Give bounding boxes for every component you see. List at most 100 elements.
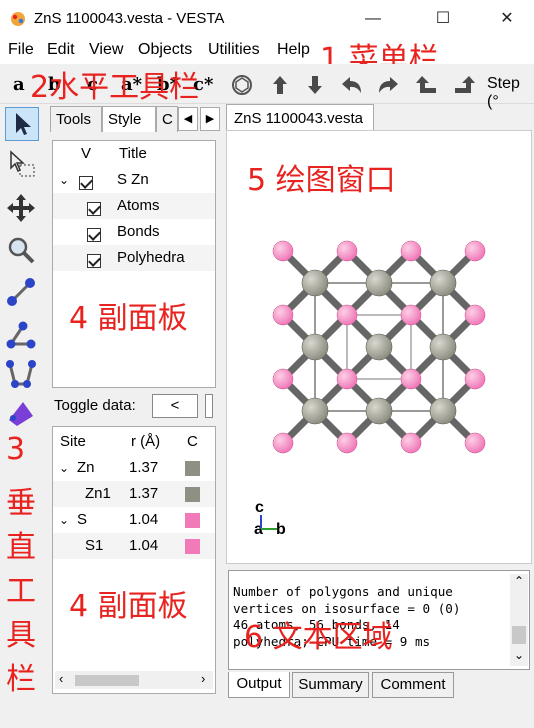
rotate-right-icon[interactable] xyxy=(375,73,401,97)
zn-atom[interactable] xyxy=(429,397,457,425)
tab-scroll-right-icon[interactable]: ▶ xyxy=(200,107,220,131)
lattice-plane-tool-button[interactable] xyxy=(5,396,39,430)
table-row-zn[interactable]: ⌄ Zn 1.37 xyxy=(53,455,215,481)
view-along-b-button[interactable]: b xyxy=(48,74,61,95)
site-table-horizontal-scrollbar[interactable]: ‹ › xyxy=(55,671,213,689)
tree-row-polyhedra[interactable]: Polyhedra xyxy=(53,245,215,271)
scroll-up-icon[interactable]: ⌃ xyxy=(514,574,525,588)
view-along-b-star-button[interactable]: b* xyxy=(157,74,179,95)
tab-tools[interactable]: Tools xyxy=(50,106,102,132)
view-along-c-star-button[interactable]: c* xyxy=(193,74,214,95)
tab-output[interactable]: Output xyxy=(228,672,290,698)
output-scrollbar[interactable]: ⌃ ⌄ xyxy=(510,574,528,666)
zn-atom[interactable] xyxy=(365,397,393,425)
menu-view[interactable]: View xyxy=(89,41,124,58)
rotate-left-icon[interactable] xyxy=(339,73,365,97)
visible-checkbox-atoms[interactable] xyxy=(87,202,101,216)
visible-checkbox-root[interactable] xyxy=(79,176,93,190)
s-atom[interactable] xyxy=(400,432,422,454)
tab-comment[interactable]: Comment xyxy=(372,672,454,698)
tab-c[interactable]: C xyxy=(156,106,178,132)
s-atom[interactable] xyxy=(400,368,422,390)
s-atom[interactable] xyxy=(400,304,422,326)
view-along-a-button[interactable]: a xyxy=(13,74,25,95)
visible-checkbox-bonds[interactable] xyxy=(87,228,101,242)
site-color-swatch-s[interactable] xyxy=(185,513,200,528)
close-button[interactable]: ✕ xyxy=(500,10,514,27)
visible-checkbox-polyhedra[interactable] xyxy=(87,254,101,268)
s-atom[interactable] xyxy=(464,368,486,390)
select-tool-button[interactable] xyxy=(5,107,39,141)
tree-row-root[interactable]: ⌄ S Zn xyxy=(53,167,215,193)
distance-tool-button[interactable] xyxy=(5,276,39,310)
zn-atom[interactable] xyxy=(365,269,393,297)
unit-cell-inner xyxy=(346,314,412,380)
rotate-up-icon[interactable] xyxy=(267,73,293,97)
site-color-swatch-zn[interactable] xyxy=(185,461,200,476)
drawing-canvas[interactable]: 5 绘图窗口 c a b xyxy=(226,130,532,564)
output-scrollbar-thumb[interactable] xyxy=(512,626,526,644)
dihedral-tool-button[interactable] xyxy=(5,358,39,392)
minimize-button[interactable]: — xyxy=(365,10,381,27)
s-atom[interactable] xyxy=(336,368,358,390)
lattice-plane-icon xyxy=(9,402,33,426)
scroll-left-icon[interactable]: ‹ xyxy=(59,671,64,686)
rotate-cw-icon[interactable] xyxy=(451,73,477,97)
collapse-chevron-icon[interactable]: ⌄ xyxy=(59,461,70,475)
zn-atom[interactable] xyxy=(301,269,329,297)
tab-summary[interactable]: Summary xyxy=(292,672,369,698)
zn-atom[interactable] xyxy=(365,333,393,361)
view-along-a-star-button[interactable]: a* xyxy=(121,74,143,95)
s-atom[interactable] xyxy=(272,240,294,262)
table-row-zn1[interactable]: Zn1 1.37 xyxy=(53,481,215,507)
s-atom[interactable] xyxy=(464,240,486,262)
s-atom[interactable] xyxy=(272,304,294,326)
s-atom[interactable] xyxy=(272,368,294,390)
s-atom[interactable] xyxy=(336,304,358,326)
objects-panel: V Title ⌄ S Zn Atoms Bonds Polyhedra 4 副… xyxy=(52,140,216,388)
canvas-tab[interactable]: ZnS 1100043.vesta xyxy=(226,104,374,131)
zn-atom[interactable] xyxy=(301,397,329,425)
site-color-swatch-zn1[interactable] xyxy=(185,487,200,502)
rotate-ccw-icon[interactable] xyxy=(414,73,440,97)
column-header-v: V xyxy=(81,145,92,162)
menu-file[interactable]: File xyxy=(8,41,34,58)
menu-edit[interactable]: Edit xyxy=(47,41,75,58)
tab-scroll-left-icon[interactable]: ◀ xyxy=(178,107,198,131)
maximize-button[interactable]: ☐ xyxy=(435,10,451,27)
toggle-data-scrollbar[interactable] xyxy=(205,394,213,418)
s-atom[interactable] xyxy=(336,432,358,454)
tab-style[interactable]: Style xyxy=(102,106,156,132)
site-color-swatch-s1[interactable] xyxy=(185,539,200,554)
zn-atom[interactable] xyxy=(429,269,457,297)
collapse-chevron-icon[interactable]: ⌄ xyxy=(59,173,70,187)
angle-tool-button[interactable] xyxy=(5,318,39,352)
s-atom[interactable] xyxy=(464,432,486,454)
region-select-tool-button[interactable] xyxy=(5,148,39,182)
output-text-area[interactable]: Number of polygons and unique vertices o… xyxy=(228,570,530,670)
menu-utilities[interactable]: Utilities xyxy=(208,41,260,58)
s-atom[interactable] xyxy=(272,432,294,454)
translate-tool-button[interactable] xyxy=(5,192,39,226)
collapse-chevron-icon[interactable]: ⌄ xyxy=(59,513,70,527)
menu-help[interactable]: Help xyxy=(277,41,310,58)
menu-objects[interactable]: Objects xyxy=(138,41,193,58)
zn-atom[interactable] xyxy=(301,333,329,361)
toggle-data-button[interactable]: < xyxy=(152,394,198,418)
s-atom[interactable] xyxy=(336,240,358,262)
scroll-right-icon[interactable]: › xyxy=(201,671,206,686)
tree-row-atoms[interactable]: Atoms xyxy=(53,193,215,219)
scrollbar-thumb[interactable] xyxy=(75,675,139,686)
s-atom[interactable] xyxy=(464,304,486,326)
rotate-down-icon[interactable] xyxy=(302,73,328,97)
table-row-s[interactable]: ⌄ S 1.04 xyxy=(53,507,215,533)
s-atom[interactable] xyxy=(400,240,422,262)
crystal-structure[interactable] xyxy=(227,131,531,563)
zoom-tool-button[interactable] xyxy=(5,234,39,268)
zn-atom[interactable] xyxy=(429,333,457,361)
scroll-down-icon[interactable]: ⌄ xyxy=(514,648,525,662)
table-row-s1[interactable]: S1 1.04 xyxy=(53,533,215,559)
tree-row-bonds[interactable]: Bonds xyxy=(53,219,215,245)
standard-orientation-icon[interactable] xyxy=(229,73,255,97)
view-along-c-button[interactable]: c xyxy=(87,74,98,95)
